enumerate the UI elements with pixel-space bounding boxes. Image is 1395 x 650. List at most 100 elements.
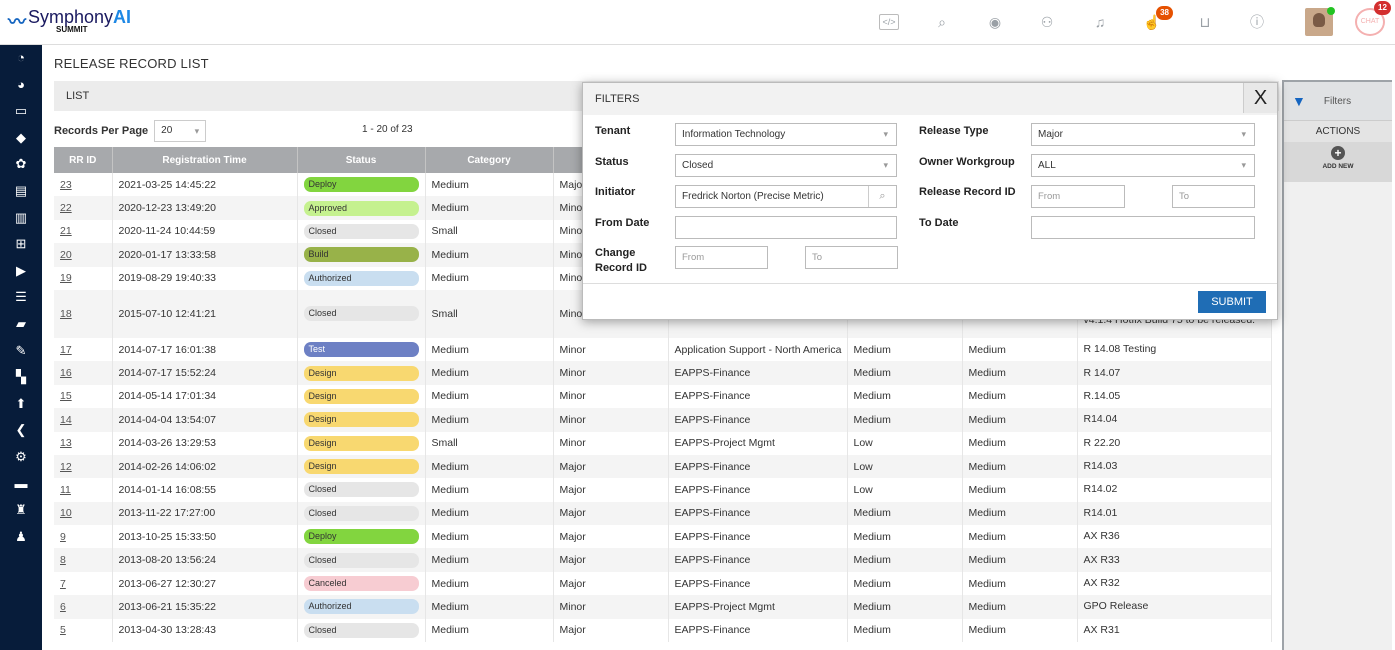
rr-id-cell[interactable]: 8 <box>54 548 113 572</box>
bell-icon[interactable]: ♫ <box>1094 14 1106 30</box>
table-row[interactable]: 7 2013-06-27 12:30:27 Canceled Medium Major E… <box>54 571 1272 596</box>
submit-button[interactable]: SUBMIT <box>1198 291 1266 313</box>
users-icon[interactable]: ⚇ <box>1040 14 1054 30</box>
from-date-input[interactable] <box>675 216 897 239</box>
help-icon[interactable]: ⓘ <box>1250 14 1264 30</box>
rr-id-link[interactable]: 12 <box>60 460 72 473</box>
report-icon[interactable]: ♜ <box>15 502 27 518</box>
rr-id-cell[interactable]: 13 <box>54 431 113 455</box>
rr-id-link[interactable]: 23 <box>60 178 72 191</box>
hierarchy-icon[interactable]: ▚ <box>16 369 26 385</box>
rr-id-cell[interactable]: 9 <box>54 525 113 549</box>
rr-id-cell[interactable]: 20 <box>54 243 113 267</box>
table-row[interactable]: 8 2013-08-20 13:56:24 Closed Medium Major EAP… <box>54 548 1272 572</box>
rr-id-link[interactable]: 13 <box>60 437 72 450</box>
rr-id-link[interactable]: 5 <box>60 624 66 637</box>
rr-id-link[interactable]: 21 <box>60 225 72 238</box>
chat-icon[interactable]: CHAT <box>1355 8 1385 36</box>
document-icon[interactable]: ▤ <box>14 182 28 198</box>
table-row[interactable]: 17 2014-07-17 16:01:38 Test Medium Minor Appl… <box>54 337 1272 362</box>
rr-id-cell[interactable]: 10 <box>54 501 113 526</box>
rr-id-cell[interactable]: 19 <box>54 266 113 290</box>
rr-id-cell[interactable]: 5 <box>54 618 113 643</box>
settings-box-icon[interactable]: ⚙ <box>15 448 27 464</box>
col-rr-id[interactable]: RR ID <box>54 147 113 173</box>
rr-id-cell[interactable]: 15 <box>54 384 113 409</box>
monitor-icon[interactable]: ▭ <box>14 103 28 119</box>
owner-workgroup-select[interactable]: ALL <box>1031 154 1255 177</box>
rr-id-link[interactable]: 8 <box>60 554 66 567</box>
initiator-input[interactable]: Fredrick Norton (Precise Metric) ⌕ <box>675 185 897 208</box>
rr-id-link[interactable]: 14 <box>60 413 72 426</box>
change-record-to-input[interactable]: To <box>805 246 898 269</box>
table-row[interactable]: 13 2014-03-26 13:29:53 Design Small Minor EAP… <box>54 431 1272 455</box>
rr-id-cell[interactable]: 18 <box>54 289 113 338</box>
table-row[interactable]: 10 2013-11-22 17:27:00 Closed Medium Major EA… <box>54 501 1272 526</box>
table-row[interactable]: 15 2014-05-14 17:01:34 Design Medium Minor EA… <box>54 384 1272 409</box>
logo[interactable]: 〰 SymphonyAI SUMMIT <box>8 8 131 34</box>
rr-id-cell[interactable]: 6 <box>54 595 113 619</box>
rr-id-link[interactable]: 6 <box>60 600 66 613</box>
add-new-button[interactable]: + ADD NEW <box>1284 142 1392 182</box>
file-arrow-icon[interactable]: ▶ <box>16 262 26 278</box>
table-row[interactable]: 9 2013-10-25 15:33:50 Deploy Medium Major EAP… <box>54 525 1272 549</box>
rr-id-link[interactable]: 9 <box>60 530 66 543</box>
dashboard-icon[interactable]: ◔ <box>17 50 25 65</box>
rr-id-cell[interactable]: 7 <box>54 571 113 596</box>
rr-id-link[interactable]: 11 <box>60 483 71 496</box>
rr-id-link[interactable]: 16 <box>60 367 72 380</box>
database-icon[interactable]: ☰ <box>15 289 27 305</box>
records-per-page-select[interactable]: 20 <box>154 120 207 142</box>
rr-id-link[interactable]: 7 <box>60 577 66 590</box>
rr-id-cell[interactable]: 17 <box>54 337 113 362</box>
table-row[interactable]: 6 2013-06-21 15:35:22 Authorized Medium Mino… <box>54 595 1272 619</box>
table-row[interactable]: 5 2013-04-30 13:28:43 Closed Medium Major EAP… <box>54 618 1272 643</box>
rr-id-link[interactable]: 17 <box>60 343 72 356</box>
pie-chart-icon[interactable]: ◕ <box>17 76 25 92</box>
table-row[interactable]: 12 2014-02-26 14:06:02 Design Medium Major EA… <box>54 454 1272 479</box>
folder-user-icon[interactable]: ▰ <box>16 315 26 331</box>
arrow-left-icon[interactable]: ❮ <box>15 422 27 438</box>
release-record-to-input[interactable]: To <box>1172 185 1255 208</box>
rr-id-link[interactable]: 10 <box>60 507 72 520</box>
rr-id-link[interactable]: 20 <box>60 248 72 261</box>
rr-id-cell[interactable]: 23 <box>54 173 113 197</box>
thumbs-up-icon[interactable]: ☝ 38 <box>1141 6 1173 32</box>
toolbox-icon[interactable]: ▬ <box>14 475 28 491</box>
table-row[interactable]: 14 2014-04-04 13:54:07 Design Medium Minor EA… <box>54 408 1272 432</box>
clipboard-icon[interactable]: ▥ <box>14 209 28 225</box>
tenant-select[interactable]: Information Technology <box>675 123 897 146</box>
cart-icon[interactable]: ⊞ <box>15 236 27 252</box>
code-icon[interactable]: </> <box>879 14 899 30</box>
release-record-from-input[interactable]: From <box>1031 185 1125 208</box>
cart-icon[interactable]: ⊔ <box>1199 14 1211 30</box>
rr-id-link[interactable]: 19 <box>60 272 72 285</box>
edit-doc-icon[interactable]: ✎ <box>15 342 27 358</box>
rr-id-link[interactable]: 22 <box>60 202 72 215</box>
table-row[interactable]: 16 2014-07-17 15:52:24 Design Medium Minor EA… <box>54 361 1272 385</box>
table-row[interactable]: 11 2014-01-14 16:08:55 Closed Medium Major EA… <box>54 478 1272 502</box>
rr-id-cell[interactable]: 12 <box>54 454 113 479</box>
rr-id-cell[interactable]: 11 <box>54 478 113 502</box>
filters-toggle[interactable]: ▼ Filters <box>1284 82 1392 120</box>
rr-id-link[interactable]: 15 <box>60 390 72 403</box>
search-icon[interactable]: ⌕ <box>938 14 946 30</box>
col-status[interactable]: Status <box>297 147 426 173</box>
search-icon[interactable]: ⌕ <box>868 186 896 207</box>
rr-id-link[interactable]: 18 <box>60 307 72 320</box>
tag-icon[interactable]: ◆ <box>16 129 26 145</box>
close-button[interactable]: X <box>1243 83 1277 113</box>
gear-person-icon[interactable]: ✿ <box>15 156 27 172</box>
release-type-select[interactable]: Major <box>1031 123 1255 146</box>
box-arrow-icon[interactable]: ⬆ <box>15 395 27 411</box>
status-select[interactable]: Closed <box>675 154 897 177</box>
globe-icon[interactable]: ◉ <box>988 14 1002 30</box>
rr-id-cell[interactable]: 21 <box>54 219 113 244</box>
col-registration-time[interactable]: Registration Time <box>112 147 298 173</box>
rr-id-cell[interactable]: 22 <box>54 196 113 220</box>
change-record-from-input[interactable]: From <box>675 246 768 269</box>
person-icon[interactable]: ♟ <box>15 528 27 544</box>
to-date-input[interactable] <box>1031 216 1255 239</box>
rr-id-cell[interactable]: 16 <box>54 361 113 385</box>
col-category[interactable]: Category <box>425 147 554 173</box>
